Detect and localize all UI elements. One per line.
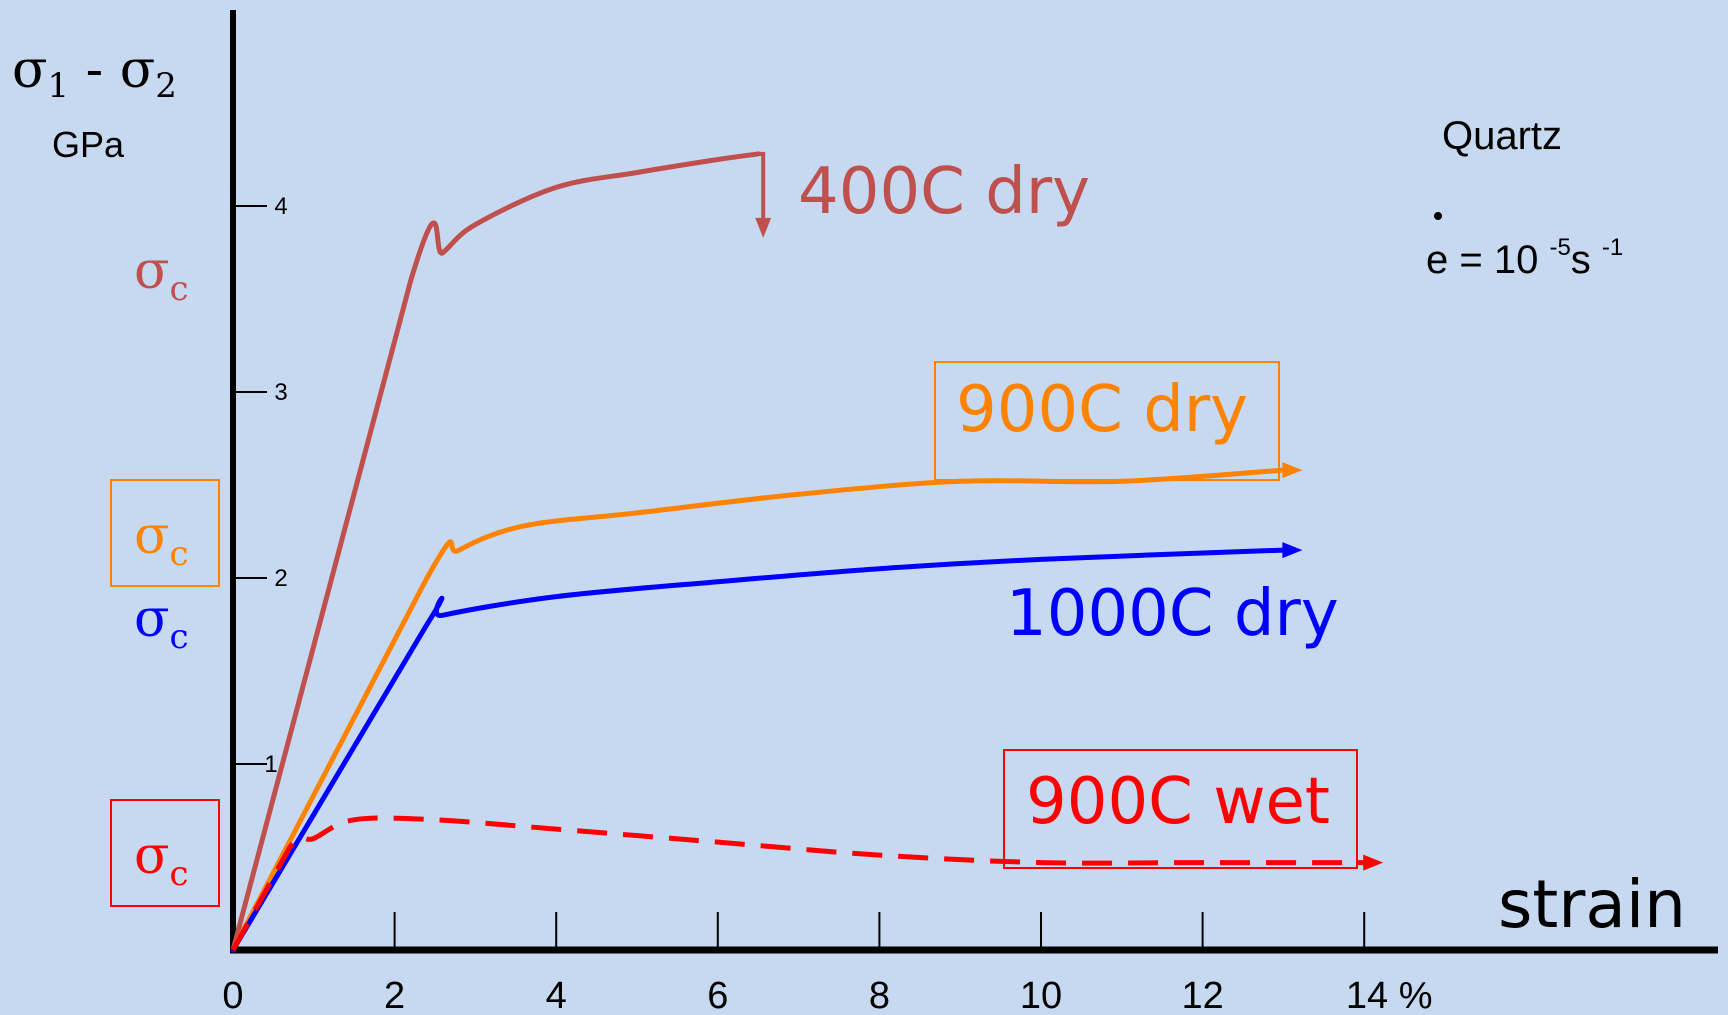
x-tick-label: 6: [707, 975, 728, 1015]
series-line-400c-dry: [230, 151, 761, 953]
curve-label-900c-wet: 900C wet: [1026, 765, 1330, 839]
x-axis-title: strain: [1498, 866, 1687, 943]
material-label: Quartz: [1442, 114, 1563, 158]
x-tick-label: 2: [384, 975, 405, 1015]
y-axis-unit: GPa: [52, 124, 125, 165]
series-arrowhead-1000c-dry: [1282, 542, 1303, 559]
strain-rate-symbol: e: [1426, 238, 1449, 282]
series-arrowhead-900c-wet: [1363, 854, 1384, 871]
x-tick-label: 8: [869, 975, 890, 1015]
y-tick-label: 3: [274, 379, 287, 406]
sigma-c-label-1000c: σc: [134, 589, 189, 657]
y-tick-label: 2: [274, 565, 287, 592]
x-tick-label: 10: [1020, 975, 1062, 1015]
strain-rate-label: e = 10 -5s -1: [1426, 234, 1624, 282]
sigma-c-box-900c-wet: [110, 799, 220, 907]
series-arrowhead-400c-dry: [755, 217, 772, 238]
x-tick-label: 4: [546, 975, 567, 1015]
x-tick-label: 12: [1181, 975, 1223, 1015]
x-tick-label: 0: [222, 975, 243, 1015]
series-arrowhead-900c-dry: [1282, 462, 1303, 479]
curve-label-400c-dry: 400C dry: [798, 155, 1090, 229]
sigma-c-label-900c-dry: σc: [134, 506, 189, 574]
series-drop-400c-dry: [758, 151, 766, 224]
strain-rate-dot: [1434, 212, 1442, 220]
y-tick-label: 1: [264, 751, 277, 778]
sigma-c-label-900c-wet: σc: [134, 826, 189, 894]
series-line-900c-dry: [230, 467, 1286, 953]
x-tick-label: 14 %: [1346, 975, 1433, 1015]
curve-label-1000c-dry: 1000C dry: [1006, 577, 1339, 651]
sigma-c-box-900c-dry: [110, 479, 220, 587]
y-tick-label: 4: [274, 193, 287, 220]
series-line-900c-wet: [230, 815, 1365, 952]
curve-box-900c-wet: [1003, 749, 1358, 869]
series-line-1000c-dry: [230, 547, 1286, 953]
sigma-c-label-400c: σc: [134, 241, 189, 309]
y-axis-title: σ1 - σ2: [12, 40, 177, 106]
curve-label-900c-dry: 900C dry: [956, 373, 1248, 447]
